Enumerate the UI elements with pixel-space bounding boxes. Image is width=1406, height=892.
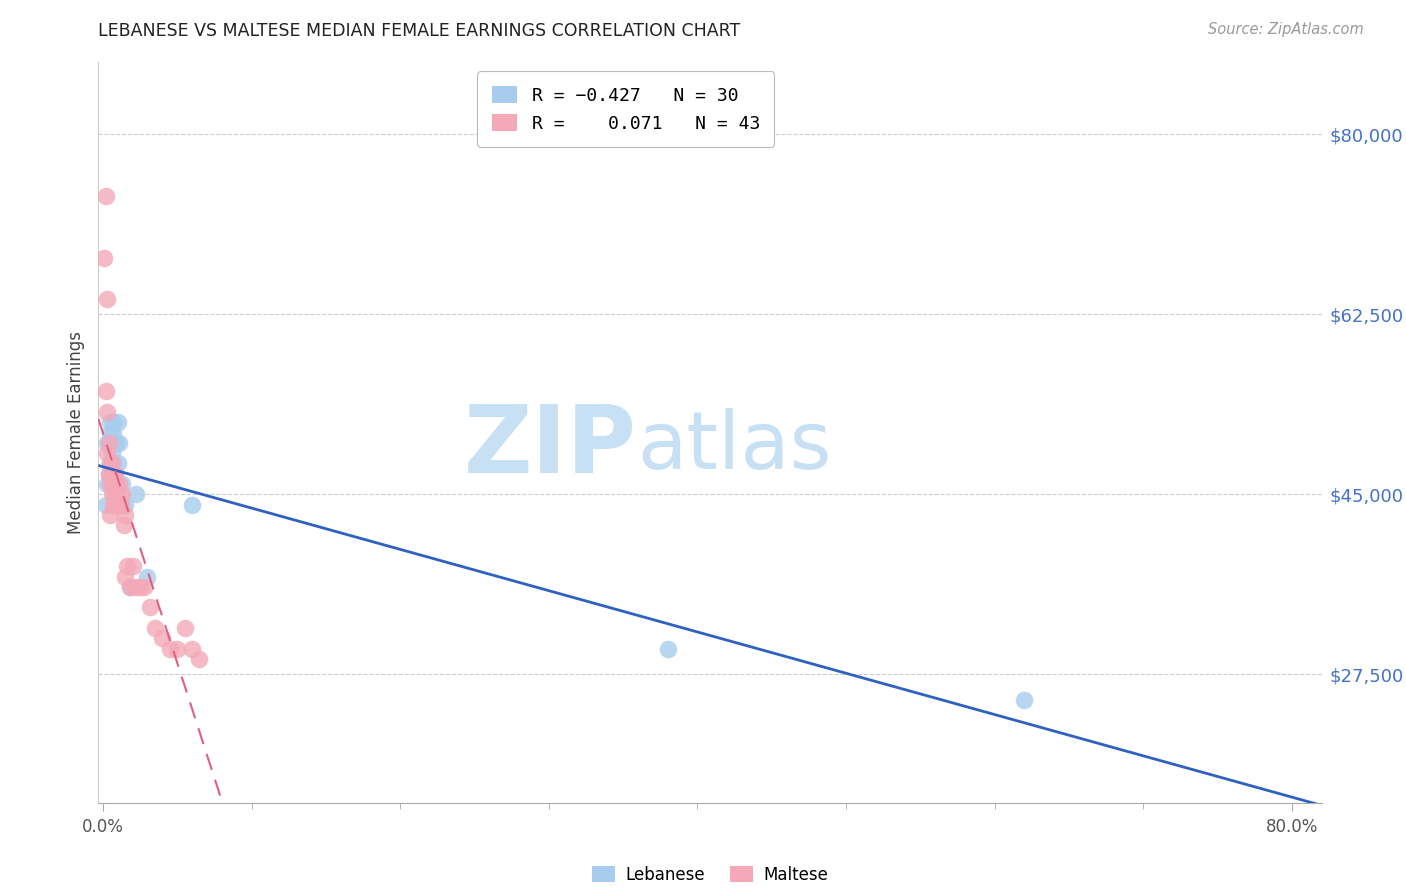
Point [114, 498, 136, 512]
Point [188, 652, 211, 666]
Point [105, 498, 128, 512]
Point [98, 415, 121, 429]
Point [101, 487, 124, 501]
Point [129, 580, 152, 594]
Text: ZIP: ZIP [464, 401, 637, 493]
Point [159, 641, 181, 656]
Point [97, 467, 120, 481]
Point [124, 487, 146, 501]
Point [110, 498, 132, 512]
Y-axis label: Median Female Earnings: Median Female Earnings [66, 331, 84, 534]
Point [93, 251, 115, 265]
Point [104, 467, 127, 481]
Point [103, 425, 125, 440]
Point [103, 477, 125, 491]
Point [101, 477, 124, 491]
Point [104, 487, 127, 501]
Text: atlas: atlas [637, 409, 831, 486]
Point [103, 467, 125, 481]
Point [103, 457, 125, 471]
Point [107, 487, 129, 501]
Point [98, 457, 121, 471]
Point [98, 477, 121, 491]
Point [97, 467, 120, 481]
Point [124, 580, 146, 594]
Point [94, 384, 117, 399]
Point [101, 457, 124, 471]
Point [94, 498, 117, 512]
Point [136, 569, 159, 583]
Point [103, 415, 125, 429]
Point [114, 508, 136, 522]
Point [105, 436, 128, 450]
Point [104, 467, 127, 481]
Point [1014, 693, 1036, 707]
Point [98, 425, 121, 440]
Point [101, 446, 124, 460]
Point [150, 632, 173, 646]
Point [166, 641, 188, 656]
Point [96, 292, 118, 306]
Legend: Lebanese, Maltese: Lebanese, Maltese [585, 859, 835, 891]
Point [143, 621, 166, 635]
Point [96, 436, 118, 450]
Point [110, 498, 132, 512]
Point [118, 580, 141, 594]
Point [107, 498, 129, 512]
Point [118, 580, 141, 594]
Point [108, 436, 131, 450]
Point [139, 600, 162, 615]
Point [107, 415, 129, 429]
Point [101, 436, 124, 450]
Point [98, 457, 121, 471]
Point [98, 508, 121, 522]
Point [173, 621, 195, 635]
Point [107, 457, 129, 471]
Point [97, 436, 120, 450]
Point [134, 580, 156, 594]
Text: LEBANESE VS MALTESE MEDIAN FEMALE EARNINGS CORRELATION CHART: LEBANESE VS MALTESE MEDIAN FEMALE EARNIN… [98, 22, 741, 40]
Point [111, 487, 134, 501]
Point [96, 405, 118, 419]
Point [94, 189, 117, 203]
Point [108, 477, 131, 491]
Point [101, 467, 124, 481]
Point [105, 477, 128, 491]
Point [111, 477, 134, 491]
Point [657, 641, 679, 656]
Point [96, 477, 118, 491]
Point [104, 436, 127, 450]
Point [181, 641, 204, 656]
Point [105, 477, 128, 491]
Point [103, 498, 125, 512]
Point [96, 446, 118, 460]
Point [112, 518, 135, 533]
Point [115, 559, 138, 574]
Point [121, 559, 143, 574]
Text: Source: ZipAtlas.com: Source: ZipAtlas.com [1208, 22, 1364, 37]
Point [181, 498, 204, 512]
Point [114, 569, 136, 583]
Point [97, 436, 120, 450]
